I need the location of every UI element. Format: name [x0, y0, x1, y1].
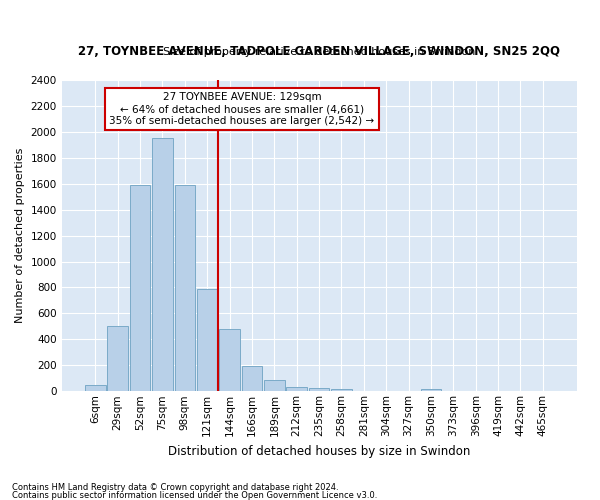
Text: 27 TOYNBEE AVENUE: 129sqm
← 64% of detached houses are smaller (4,661)
35% of se: 27 TOYNBEE AVENUE: 129sqm ← 64% of detac…	[109, 92, 374, 126]
Y-axis label: Number of detached properties: Number of detached properties	[15, 148, 25, 324]
Bar	[264, 380, 284, 392]
Bar	[421, 390, 441, 392]
X-axis label: Distribution of detached houses by size in Swindon: Distribution of detached houses by size …	[168, 444, 470, 458]
Bar	[130, 185, 151, 392]
Text: Contains public sector information licensed under the Open Government Licence v3: Contains public sector information licen…	[12, 491, 377, 500]
Bar	[175, 185, 195, 392]
Text: Contains HM Land Registry data © Crown copyright and database right 2024.: Contains HM Land Registry data © Crown c…	[12, 484, 338, 492]
Title: Size of property relative to detached houses in Swindon: Size of property relative to detached ho…	[163, 47, 475, 57]
Bar	[152, 138, 173, 392]
Text: 27, TOYNBEE AVENUE, TADPOLE GARDEN VILLAGE, SWINDON, SN25 2QQ: 27, TOYNBEE AVENUE, TADPOLE GARDEN VILLA…	[78, 45, 560, 58]
Bar	[309, 388, 329, 392]
Bar	[107, 326, 128, 392]
Bar	[242, 366, 262, 392]
Bar	[286, 386, 307, 392]
Bar	[197, 289, 218, 392]
Bar	[331, 388, 352, 392]
Bar	[220, 329, 240, 392]
Bar	[85, 385, 106, 392]
